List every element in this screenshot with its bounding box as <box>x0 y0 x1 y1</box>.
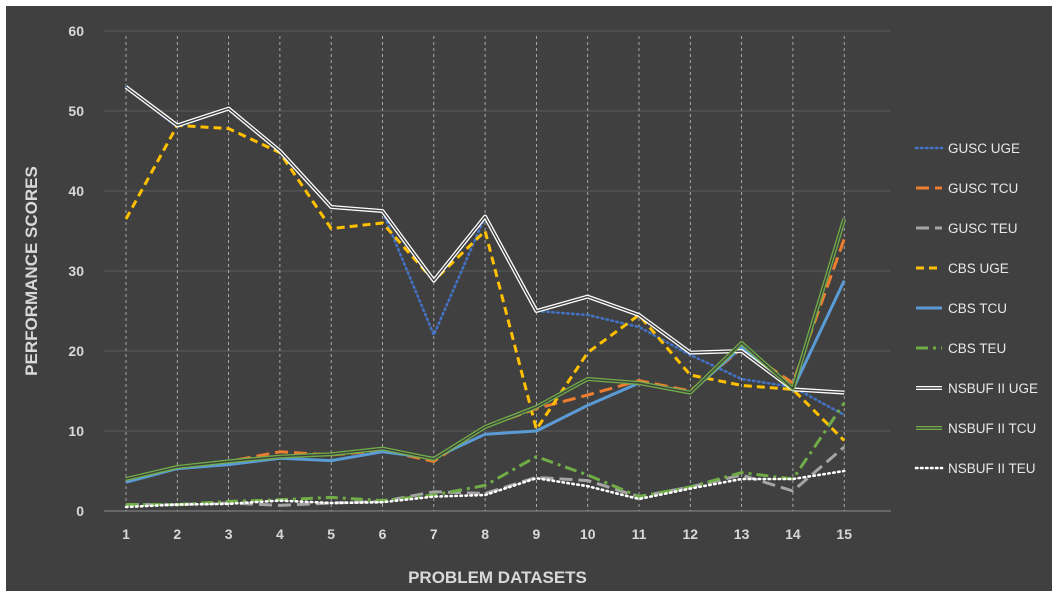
legend-label-gusc-teu: GUSC TEU <box>948 221 1018 236</box>
series-line-nsbuf-ii-teu <box>124 469 846 509</box>
legend-label-gusc-tcu: GUSC TCU <box>948 181 1018 196</box>
y-tick-label: 10 <box>68 423 84 439</box>
series-line-cbs-teu <box>126 402 846 507</box>
y-tick-label: 60 <box>68 23 84 39</box>
x-tick-label: 13 <box>734 526 750 542</box>
y-tick-label: 40 <box>68 183 84 199</box>
x-tick-label: 6 <box>379 526 387 542</box>
x-tick-label: 9 <box>533 526 541 542</box>
x-tick-label: 14 <box>785 526 801 542</box>
x-tick-label: 5 <box>327 526 335 542</box>
legend-label-cbs-teu: CBS TEU <box>948 341 1006 356</box>
series-line-nsbuf-ii-uge-inner <box>125 86 845 394</box>
x-axis-title: PROBLEM DATASETS <box>408 568 587 587</box>
x-tick-label: 11 <box>632 526 647 542</box>
x-tick-label: 7 <box>430 526 438 542</box>
y-tick-label: 50 <box>68 103 84 119</box>
x-tick-label: 8 <box>481 526 489 542</box>
x-tick-label: 12 <box>683 526 699 542</box>
chart-area: 0 10 20 30 40 50 60 1 2 3 4 5 6 7 8 9 10 11 12 13 14 15 PROBLE… <box>6 6 1052 591</box>
legend-label-nsbuf-ii-teu: NSBUF II TEU <box>948 461 1036 476</box>
legend-label-cbs-tcu: CBS TCU <box>948 301 1007 316</box>
x-tick-label: 4 <box>276 526 284 542</box>
x-tick-label: 10 <box>580 526 596 542</box>
legend-label-cbs-uge: CBS UGE <box>948 261 1009 276</box>
series-line-gusc-uge <box>124 85 846 417</box>
x-tick-label: 15 <box>836 526 852 542</box>
y-tick-label: 30 <box>68 263 84 279</box>
legend-label-nsbuf-ii-uge: NSBUF II UGE <box>948 381 1038 396</box>
legend-label-gusc-uge: GUSC UGE <box>948 141 1020 156</box>
series-line-cbs-uge <box>124 123 846 442</box>
x-tick-label: 3 <box>225 526 233 542</box>
series-line-nsbuf-ii-tcu-inner <box>125 218 845 480</box>
x-tick-label: 2 <box>173 526 181 542</box>
y-tick-label: 20 <box>68 343 84 359</box>
y-tick-label: 0 <box>76 503 84 519</box>
x-tick-label: 1 <box>122 526 130 542</box>
y-axis-title: PERFORMANCE SCORES <box>22 166 41 376</box>
legend-label-nsbuf-ii-tcu: NSBUF II TCU <box>948 421 1036 436</box>
